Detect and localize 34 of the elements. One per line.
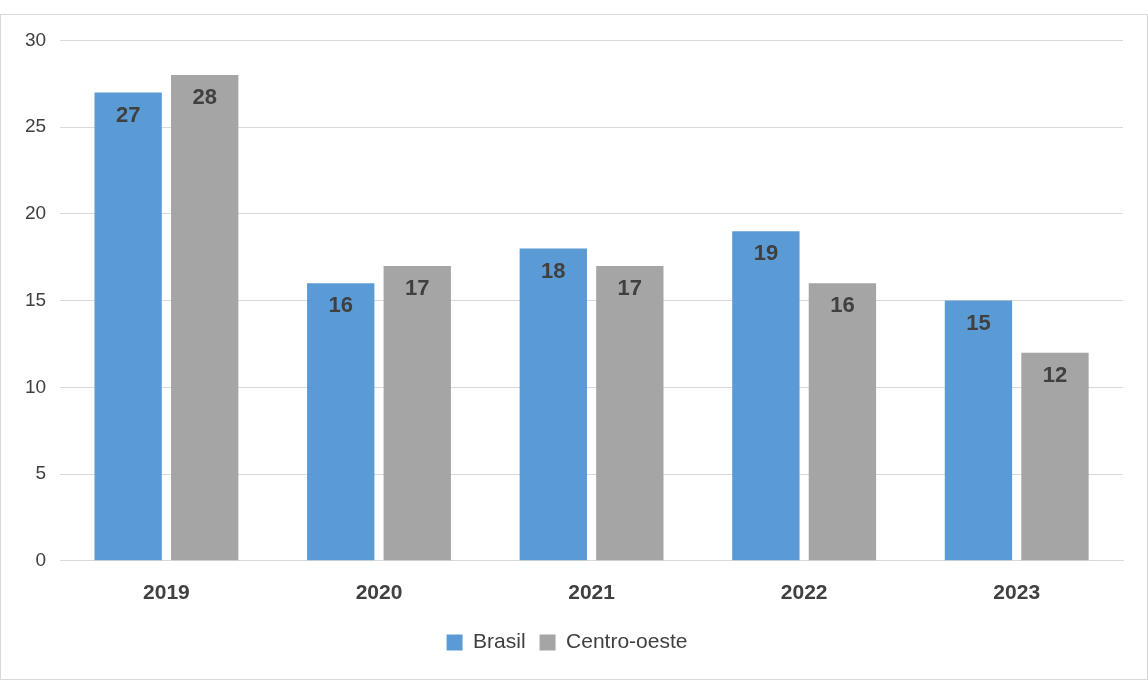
data-label: 17 [617, 274, 643, 300]
bar [171, 75, 239, 561]
x-tick-label: 2022 [780, 580, 828, 604]
data-label: 27 [115, 101, 141, 127]
bar [94, 92, 162, 561]
bar [383, 265, 451, 561]
y-tick-label: 30 [24, 28, 47, 50]
bar [944, 300, 1013, 561]
data-label: 28 [192, 84, 217, 110]
data-label: 17 [405, 274, 430, 300]
data-label: 19 [753, 240, 779, 266]
data-label: 18 [541, 257, 566, 283]
legend-label: Brasil [473, 629, 526, 653]
x-tick-label: 2021 [568, 580, 616, 604]
data-label: 15 [966, 309, 991, 335]
bar [519, 248, 587, 561]
bar [1021, 352, 1089, 561]
x-tick-label: 2020 [355, 580, 403, 604]
y-tick-label: 0 [35, 549, 47, 571]
x-tick-label: 2023 [993, 580, 1041, 604]
y-tick-label: 15 [24, 288, 47, 310]
legend-label: Centro-oeste [566, 629, 688, 653]
x-tick-label: 2019 [143, 580, 190, 604]
data-label: 12 [1042, 361, 1068, 387]
bar [808, 283, 877, 561]
y-tick-label: 5 [35, 462, 47, 484]
data-label: 16 [328, 292, 353, 318]
y-tick-label: 20 [24, 202, 47, 224]
bar [732, 231, 800, 561]
data-label: 16 [830, 292, 855, 318]
bar [307, 283, 375, 561]
bar [596, 265, 664, 561]
y-tick-label: 10 [24, 375, 47, 397]
y-tick-label: 25 [24, 115, 47, 137]
